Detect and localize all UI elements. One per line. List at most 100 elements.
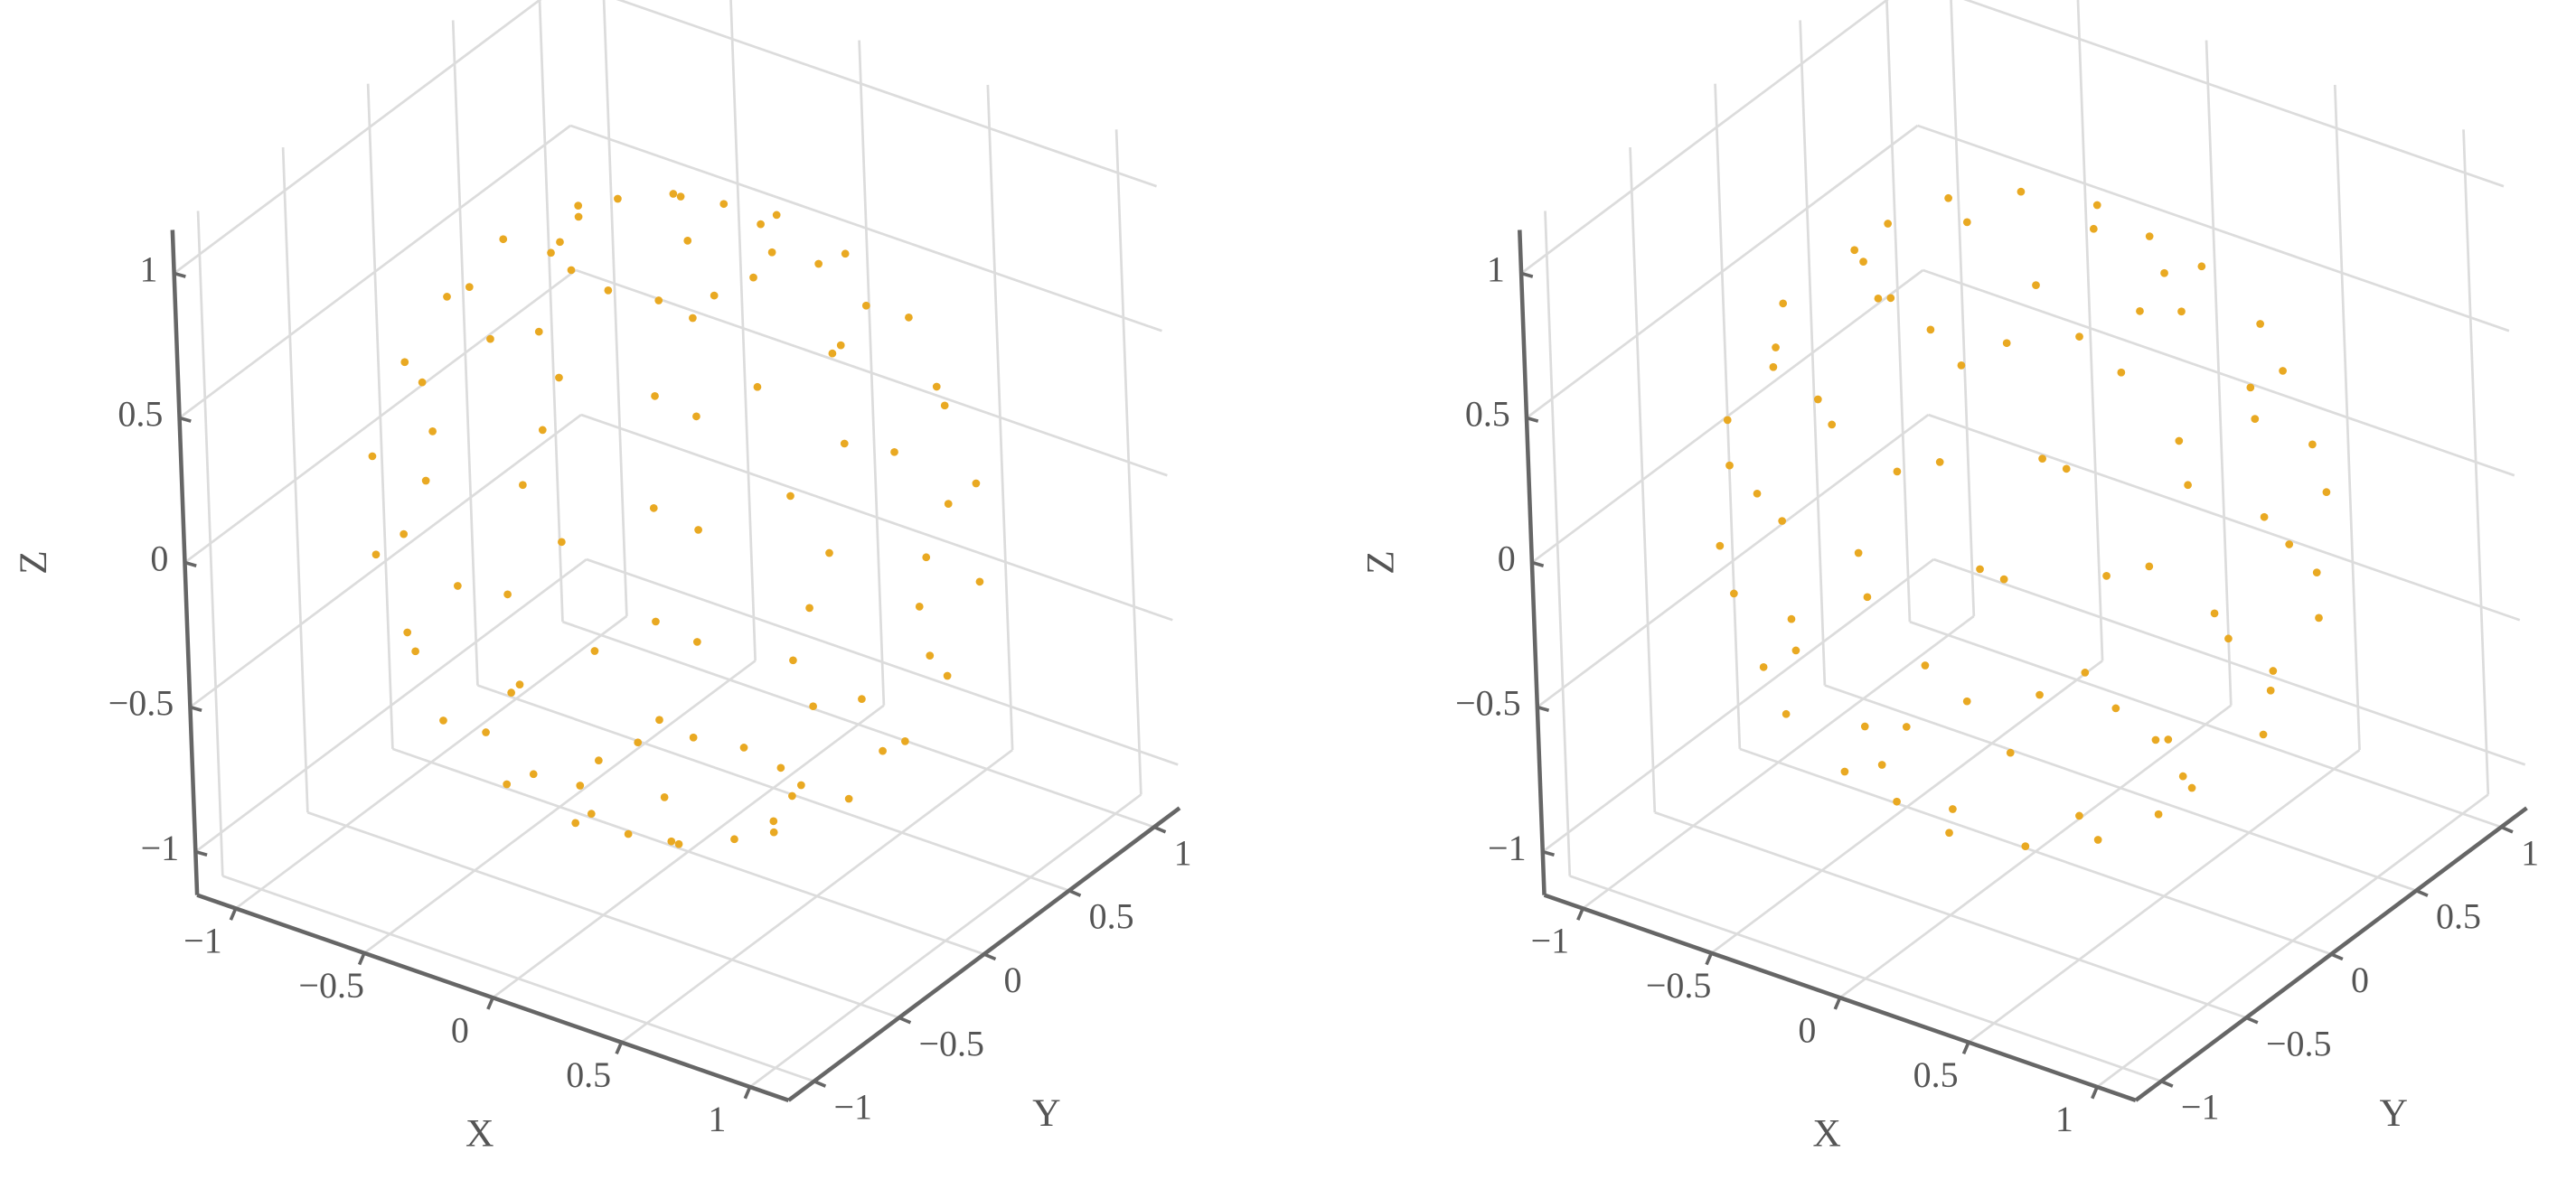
grid-line <box>1932 557 2526 766</box>
point <box>2102 572 2111 580</box>
point <box>652 617 660 626</box>
point <box>1949 805 1957 813</box>
point <box>975 577 984 586</box>
point <box>841 249 850 258</box>
y-tick-label: −1 <box>833 1087 872 1128</box>
grid-line <box>306 810 900 1019</box>
point <box>1874 294 1883 303</box>
point <box>556 238 564 247</box>
grid-line <box>173 0 542 275</box>
grid-line <box>1526 124 1919 419</box>
point <box>371 550 381 559</box>
point <box>1716 541 1725 550</box>
point <box>749 273 757 282</box>
point <box>418 378 427 387</box>
z-tick-label: −1 <box>1488 828 1527 868</box>
point <box>757 220 765 229</box>
point <box>567 266 576 275</box>
grid-line <box>221 875 815 1083</box>
y-axis-label: Y <box>1032 1091 1060 1135</box>
point <box>1782 709 1791 718</box>
point <box>576 782 585 790</box>
point <box>2093 836 2102 844</box>
grid-line <box>538 0 564 623</box>
y-tick-label: 0 <box>2351 960 2369 1000</box>
point <box>590 647 599 655</box>
point <box>858 695 866 704</box>
x-tick-label: 0 <box>451 1009 469 1050</box>
point <box>1778 517 1787 525</box>
x-tick-label: 1 <box>2055 1099 2073 1139</box>
point <box>2081 669 2090 677</box>
point <box>1921 661 1930 670</box>
point <box>655 716 663 725</box>
tick-mark <box>2415 889 2429 897</box>
point <box>1926 325 1935 334</box>
point <box>2266 686 2275 695</box>
point <box>503 780 512 789</box>
point <box>769 817 778 826</box>
x-axis-label: X <box>465 1112 494 1156</box>
point <box>614 194 622 203</box>
grid-line <box>1885 0 1912 623</box>
grid-line <box>562 620 1155 829</box>
point <box>694 526 702 534</box>
point <box>1850 246 1859 255</box>
point <box>624 829 633 838</box>
point <box>2151 735 2160 745</box>
point <box>2145 232 2154 240</box>
point <box>689 314 697 323</box>
point <box>1840 767 1849 776</box>
point <box>2322 488 2331 497</box>
point <box>753 382 762 391</box>
point <box>453 582 462 590</box>
point <box>2315 613 2323 623</box>
grid-line <box>391 747 985 956</box>
grid-line <box>569 124 1162 332</box>
point <box>2136 306 2144 315</box>
tick-mark <box>1526 416 1539 423</box>
grid-line <box>1917 124 2510 332</box>
z-axis-label: Z <box>1359 550 1402 575</box>
point <box>421 476 430 485</box>
point <box>558 538 566 547</box>
point <box>1902 723 1911 731</box>
point <box>2021 842 2030 850</box>
point <box>529 770 538 779</box>
z-tick-label: 0.5 <box>1465 394 1510 435</box>
point <box>1957 361 1966 370</box>
point <box>972 479 981 488</box>
point <box>689 733 698 742</box>
point <box>1944 193 1952 202</box>
x-tick-label: 0.5 <box>566 1054 611 1095</box>
point <box>482 728 490 736</box>
point <box>797 781 805 790</box>
tick-mark <box>615 1041 624 1055</box>
grid-line <box>1963 0 2505 188</box>
point <box>840 439 849 448</box>
point <box>767 248 776 257</box>
tick-mark <box>1833 997 1842 1010</box>
point <box>730 835 738 844</box>
tick-mark <box>2500 825 2514 834</box>
point <box>1730 589 1738 598</box>
point <box>2111 704 2120 713</box>
tick-mark <box>486 997 494 1010</box>
z-tick-label: −1 <box>141 828 180 868</box>
point <box>2075 332 2083 341</box>
point <box>2017 187 2026 196</box>
tick-mark <box>179 416 192 423</box>
tick-mark <box>2091 1086 2099 1100</box>
point <box>654 296 663 304</box>
grid-line <box>178 124 571 419</box>
point <box>789 656 797 665</box>
point <box>400 529 409 538</box>
x-tick-label: 0.5 <box>1913 1054 1959 1095</box>
point <box>2038 454 2046 464</box>
grid-line <box>1541 557 1935 853</box>
z-axis <box>1518 229 1547 895</box>
point <box>1976 565 1984 574</box>
point <box>2062 464 2071 473</box>
tick-mark <box>1576 907 1584 921</box>
